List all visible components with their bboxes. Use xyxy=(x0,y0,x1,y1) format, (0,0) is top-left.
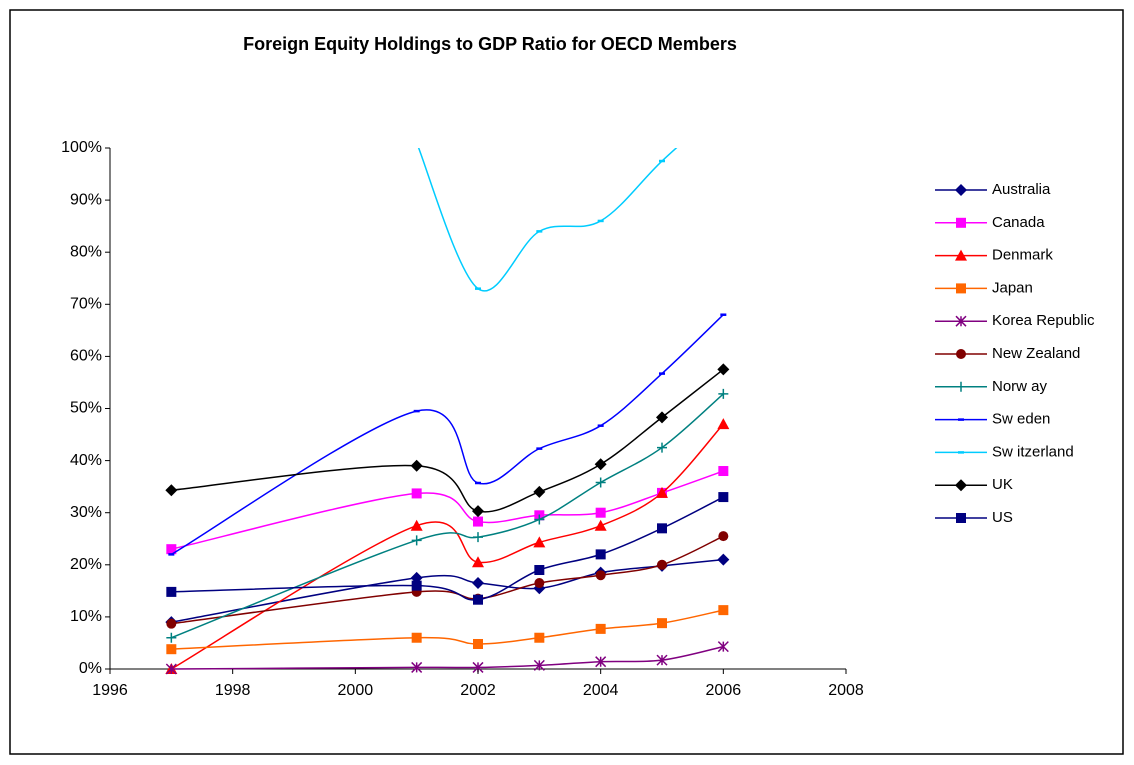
y-tick-label: 0% xyxy=(79,660,102,677)
y-tick-label: 50% xyxy=(70,400,102,417)
marker xyxy=(472,577,484,590)
series-line xyxy=(417,148,678,292)
marker xyxy=(165,484,178,497)
marker xyxy=(956,283,966,294)
marker xyxy=(657,523,667,534)
marker xyxy=(595,656,607,668)
marker xyxy=(955,249,967,261)
legend-label: Japan xyxy=(992,279,1033,296)
marker xyxy=(657,559,667,570)
legend-label: UK xyxy=(992,476,1013,493)
marker xyxy=(473,516,483,527)
marker xyxy=(411,488,422,499)
marker xyxy=(718,605,729,616)
marker xyxy=(595,623,606,634)
marker xyxy=(717,363,730,376)
marker xyxy=(657,618,667,629)
marker xyxy=(594,458,607,471)
marker xyxy=(410,519,423,531)
marker xyxy=(411,580,422,591)
marker xyxy=(411,632,422,643)
y-tick-label: 100% xyxy=(61,139,102,156)
marker xyxy=(411,535,422,546)
series-line xyxy=(171,368,724,513)
marker xyxy=(166,586,177,597)
legend-label: Denmark xyxy=(992,247,1053,264)
marker xyxy=(410,459,423,472)
marker xyxy=(718,531,729,542)
marker xyxy=(534,632,545,643)
marker xyxy=(595,570,606,581)
y-tick-label: 80% xyxy=(70,243,102,260)
legend-label: Norw ay xyxy=(992,378,1048,395)
series-line xyxy=(170,314,724,556)
marker xyxy=(656,411,668,424)
marker xyxy=(166,632,177,643)
marker xyxy=(533,485,546,498)
marker xyxy=(534,578,545,589)
marker xyxy=(956,349,966,359)
x-tick-label: 1998 xyxy=(215,682,251,699)
y-tick-label: 10% xyxy=(70,608,102,625)
marker xyxy=(595,549,606,560)
y-tick-label: 60% xyxy=(70,348,102,365)
plot-area xyxy=(165,148,730,675)
y-tick-label: 30% xyxy=(70,504,102,521)
marker xyxy=(718,466,729,477)
marker xyxy=(594,519,607,531)
marker xyxy=(595,477,606,488)
marker xyxy=(718,492,729,503)
marker xyxy=(956,513,966,523)
marker xyxy=(717,418,730,430)
marker xyxy=(955,184,967,196)
x-tick-label: 2008 xyxy=(828,682,864,699)
marker xyxy=(166,618,177,629)
marker xyxy=(534,565,545,576)
y-tick-label: 20% xyxy=(70,556,102,573)
marker xyxy=(165,663,177,675)
marker xyxy=(595,507,606,518)
marker xyxy=(656,654,668,666)
x-tick-label: 2002 xyxy=(460,682,496,699)
marker xyxy=(166,544,177,555)
x-tick-label: 2000 xyxy=(338,682,374,699)
marker xyxy=(656,486,668,498)
chart-title: Foreign Equity Holdings to GDP Ratio for… xyxy=(243,34,737,54)
marker xyxy=(534,514,545,525)
legend-label: Korea Republic xyxy=(992,312,1095,329)
legend-label: Sw itzerland xyxy=(992,443,1074,460)
y-tick-label: 40% xyxy=(70,452,102,469)
series-line xyxy=(171,645,724,670)
marker xyxy=(473,638,483,649)
x-tick-label: 1996 xyxy=(92,682,128,699)
marker xyxy=(717,553,730,566)
marker xyxy=(473,532,483,543)
marker xyxy=(718,388,729,399)
marker xyxy=(956,381,966,392)
legend-label: New Zealand xyxy=(992,345,1080,362)
marker xyxy=(956,217,966,228)
y-tick-label: 90% xyxy=(70,191,102,208)
marker xyxy=(472,556,484,568)
series-line xyxy=(171,609,724,650)
x-tick-label: 2004 xyxy=(583,682,619,699)
chart-border xyxy=(9,9,1124,755)
marker xyxy=(473,594,483,605)
marker xyxy=(955,315,967,327)
marker xyxy=(533,536,546,548)
y-tick-label: 70% xyxy=(70,296,102,313)
legend-label: US xyxy=(992,509,1013,526)
legend-label: Australia xyxy=(992,181,1051,198)
marker xyxy=(955,479,967,492)
marker xyxy=(166,644,177,655)
marker xyxy=(472,505,484,518)
legend-label: Canada xyxy=(992,214,1045,231)
x-tick-label: 2006 xyxy=(706,682,742,699)
marker xyxy=(533,659,545,671)
marker xyxy=(411,661,423,673)
marker xyxy=(657,442,667,453)
marker xyxy=(717,641,729,653)
legend-label: Sw eden xyxy=(992,411,1050,428)
